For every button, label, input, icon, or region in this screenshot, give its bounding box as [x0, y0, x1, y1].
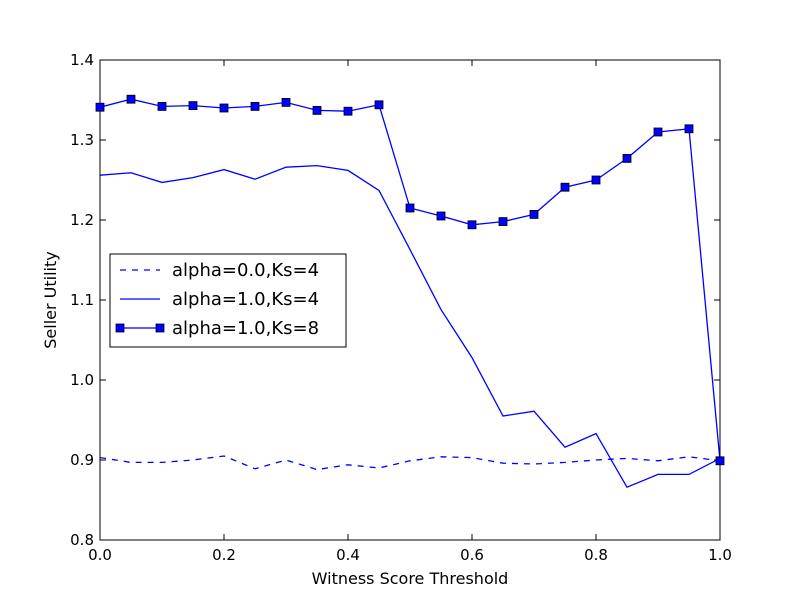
- legend-label-3: alpha=1.0,Ks=8: [172, 318, 319, 339]
- y-tick-label: 1.1: [70, 291, 94, 309]
- y-axis-label: Seller Utility: [41, 251, 60, 348]
- series-3-point: [374, 100, 384, 110]
- series-3-point: [653, 127, 663, 137]
- series-3-point: [405, 203, 415, 213]
- legend-label-2: alpha=1.0,Ks=4: [172, 289, 319, 310]
- ticks-layer: 0.0 0.2 0.4 0.6 0.8 1.0 0.8 0.9 1.0 1.1 1.2 1.3 1.4: [70, 51, 732, 564]
- series-3-point: [498, 217, 508, 227]
- y-tick-label: 0.8: [70, 531, 94, 549]
- x-tick-label: 0.4: [336, 546, 360, 564]
- y-tick-label: 1.0: [70, 371, 94, 389]
- y-tick-label: 1.4: [70, 51, 94, 69]
- legend-marker: [115, 323, 125, 333]
- series-3-point: [126, 94, 136, 104]
- x-tick-label: 1.0: [708, 546, 732, 564]
- plot-frame: [99, 59, 721, 541]
- series-3-point: [715, 456, 725, 466]
- series-3-point: [591, 175, 601, 185]
- series-3-point: [188, 101, 198, 110]
- series-3-point: [95, 102, 105, 112]
- x-tick-label: 0.8: [584, 546, 608, 564]
- legend: alpha=0.0,Ks=4 alpha=1.0,Ks=4 alpha=1.0,Ks…: [109, 253, 347, 348]
- series-3-point: [436, 211, 446, 221]
- series-3-point: [343, 106, 353, 116]
- y-tick-label: 1.2: [70, 211, 94, 229]
- x-tick-label: 0.6: [460, 546, 484, 564]
- legend-marker: [155, 323, 165, 333]
- x-axis-label: Witness Score Threshold: [312, 569, 509, 588]
- series-line-1: [100, 455, 720, 471]
- series-3-point: [529, 209, 539, 219]
- x-tick-label: 0.0: [88, 546, 112, 564]
- series-3-point: [157, 102, 167, 111]
- markers-layer: [95, 94, 725, 466]
- series-3-point: [312, 106, 322, 115]
- legend-label-1: alpha=0.0,Ks=4: [172, 260, 319, 281]
- series-3-point: [560, 182, 570, 192]
- series-3-point: [219, 103, 229, 113]
- series-line-2: [100, 164, 720, 489]
- series-3-point: [684, 124, 694, 134]
- y-tick-label: 1.3: [70, 131, 94, 149]
- x-tick-label: 0.2: [212, 546, 236, 564]
- series-3-point: [467, 220, 477, 230]
- series-3-point: [622, 153, 632, 163]
- series-3-point: [250, 102, 260, 111]
- series-3-point: [281, 98, 291, 107]
- y-tick-label: 0.9: [70, 451, 94, 469]
